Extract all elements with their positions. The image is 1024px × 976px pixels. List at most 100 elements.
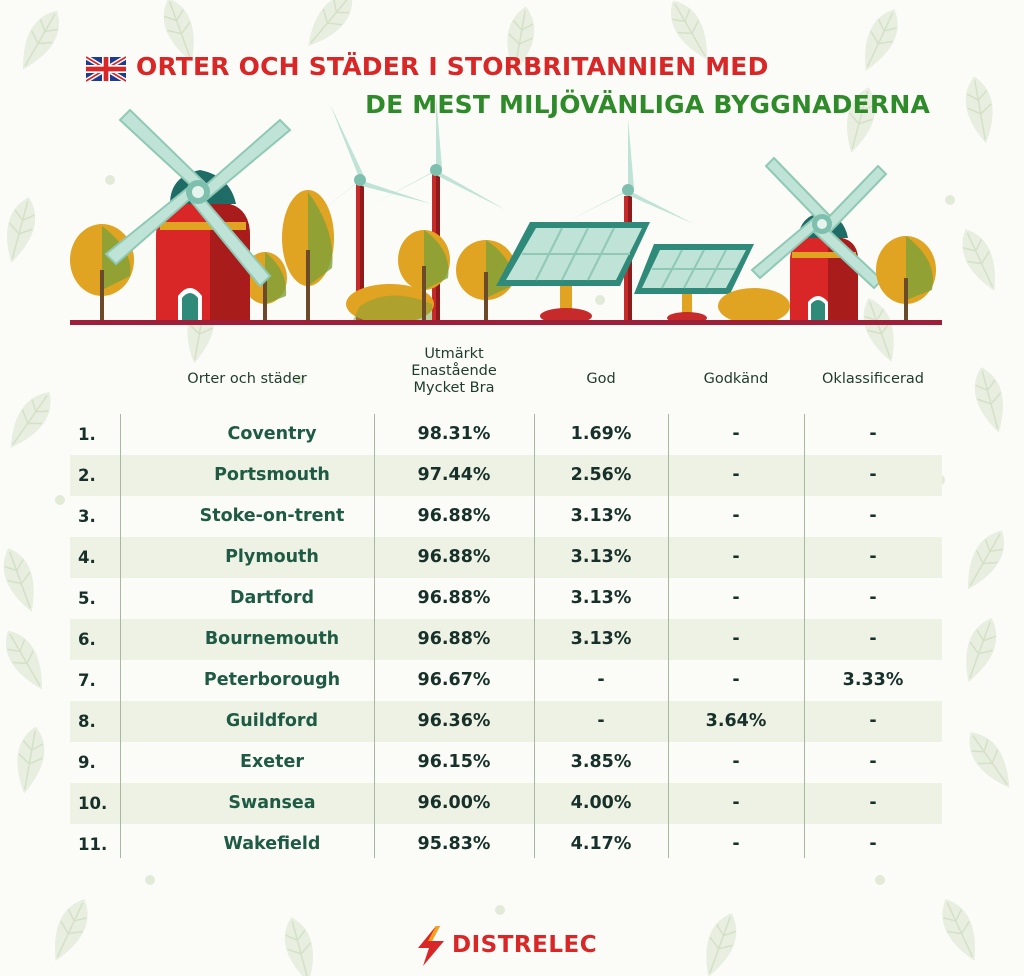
table-row: 7. Peterborough 96.67% - - 3.33% [70,660,942,701]
pass-cell: - [732,834,740,854]
dot-decoration [495,905,505,915]
dot-decoration [945,195,955,205]
city-cell: Coventry [227,424,317,444]
windmill-icon [104,108,292,320]
windmill-icon [750,156,888,320]
excellent-cell: 96.00% [417,793,491,813]
unclassified-cell: - [869,629,877,649]
unclassified-cell: - [869,424,877,444]
city-cell: Swansea [228,793,316,813]
uk-flag-icon [86,56,126,82]
leaf-icon [966,618,997,682]
title-line-2: DE MEST MILJÖVÄNLIGA BYGGNADERNA [365,90,930,119]
city-cell: Bournemouth [204,629,340,649]
excellent-cell: 96.88% [417,588,491,608]
good-cell: - [597,711,605,731]
pass-cell: - [732,793,740,813]
rank-cell: 5. [78,589,96,608]
rank-cell: 2. [78,466,96,485]
good-cell: - [597,670,605,690]
rank-cell: 4. [78,548,96,567]
table-row: 2. Portsmouth 97.44% 2.56% - - [70,455,942,496]
table-row: 1. Coventry 98.31% 1.69% - - [70,414,942,455]
leaf-icon [163,0,194,62]
table-row: 4. Plymouth 96.88% 3.13% - - [70,537,942,578]
rank-cell: 10. [78,794,108,813]
city-cell: Peterborough [203,670,341,690]
tree-icon [876,236,936,322]
leaf-icon [10,392,51,448]
table-row: 5. Dartford 96.88% 3.13% - - [70,578,942,619]
pass-cell: - [732,547,740,567]
leaf-icon [847,87,876,153]
city-cell: Stoke-on-trent [199,506,345,526]
city-cell: Guildford [225,711,319,731]
unclassified-cell: - [869,711,877,731]
city-cell: Portsmouth [214,465,330,485]
ranking-table: 1. Coventry 98.31% 1.69% - - 2. Portsmouth 97.44… [70,414,942,865]
col-header-excellent-line: Enastående [411,363,497,379]
solar-panel-icon [634,244,754,324]
leaf-icon [22,10,59,70]
leaf-icon [942,899,975,961]
leaf-icon [967,530,1004,590]
leaf-icon [3,548,34,612]
col-header-city: Orter och städer [187,371,307,387]
unclassified-cell: - [869,793,877,813]
rank-cell: 3. [78,507,96,526]
tree-icon [282,190,334,322]
city-cell: Exeter [240,752,304,772]
col-header-pass: Godkänd [703,371,769,387]
leaf-icon [308,0,353,47]
leaf-icon [965,76,993,144]
good-cell: 2.56% [570,465,632,485]
dot-decoration [145,875,155,885]
leaf-icon [507,6,535,74]
rank-cell: 8. [78,712,96,731]
rank-cell: 6. [78,630,96,649]
table-header: Orter och städer Utmärkt Enastående Myck… [0,346,1024,406]
rank-cell: 11. [78,835,108,854]
leaf-icon [7,197,36,263]
pass-cell: - [732,588,740,608]
leaf-icon [863,298,894,362]
leaf-icon [55,899,88,961]
good-cell: 3.13% [570,506,632,526]
dot-decoration [105,175,115,185]
unclassified-cell: - [869,834,877,854]
pass-cell: - [732,424,740,444]
good-cell: 4.00% [570,793,632,813]
good-cell: 3.13% [570,629,632,649]
dot-decoration [875,875,885,885]
unclassified-cell: - [869,588,877,608]
good-cell: 1.69% [570,424,632,444]
excellent-cell: 96.88% [417,506,491,526]
pass-cell: - [732,465,740,485]
table-row: 3. Stoke-on-trent 96.88% 3.13% - - [70,496,942,537]
col-header-unclassified: Oklassificerad [822,371,924,387]
leaf-icon [284,917,313,976]
dot-decoration [595,295,605,305]
excellent-cell: 96.88% [417,547,491,567]
rank-cell: 7. [78,671,96,690]
title-block: ORTER OCH STÄDER I STORBRITANNIEN MED DE… [0,52,1024,132]
excellent-cell: 95.83% [417,834,491,854]
good-cell: 3.13% [570,588,632,608]
table-row: 9. Exeter 96.15% 3.85% - - [70,742,942,783]
rank-cell: 9. [78,753,96,772]
good-cell: 3.13% [570,547,632,567]
leaf-icon [865,9,898,71]
pass-cell: - [732,752,740,772]
pass-cell: - [732,506,740,526]
leaf-icon [969,732,1010,788]
city-cell: Plymouth [225,547,319,567]
leaf-icon [6,630,43,690]
tree-icon [398,230,450,322]
unclassified-cell: - [869,506,877,526]
title-line-1: ORTER OCH STÄDER I STORBRITANNIEN MED [136,52,769,81]
leaf-icon [974,367,1003,433]
excellent-cell: 96.36% [417,711,491,731]
pass-cell: - [732,629,740,649]
column-divider [120,414,121,858]
